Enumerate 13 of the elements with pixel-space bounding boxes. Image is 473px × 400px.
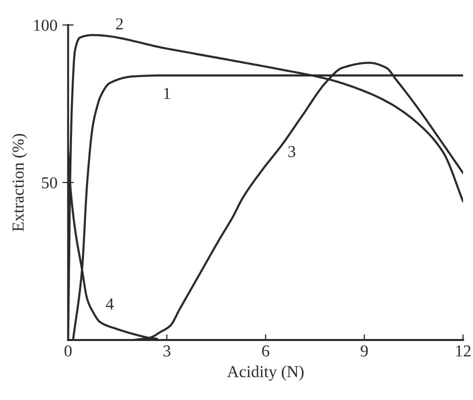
x-tick-label: 9	[360, 345, 368, 357]
series-label: 1	[164, 88, 170, 99]
x-axis-title: Acidity (N)	[227, 366, 304, 381]
x-tick-label: 0	[64, 345, 72, 357]
y-axis-title: Extraction (%)	[12, 134, 28, 232]
x-tick-label: 12	[456, 345, 470, 356]
y-tick-label: 100	[34, 20, 58, 31]
x-tick-label: 6	[262, 345, 270, 357]
series-label: 2	[116, 18, 123, 30]
series-label: 4	[106, 298, 114, 310]
x-tick-label: 3	[163, 345, 170, 357]
series-label: 3	[288, 146, 296, 158]
y-tick-label: 50	[42, 177, 58, 188]
